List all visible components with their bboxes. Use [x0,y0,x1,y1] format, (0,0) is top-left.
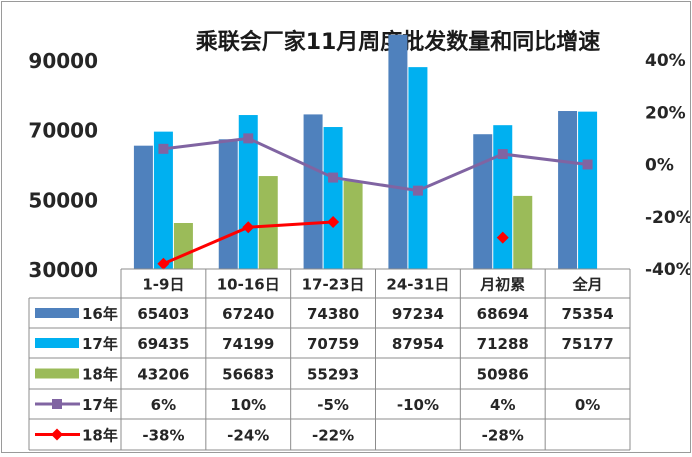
marker-17年-全月 [582,159,593,170]
table-cell-value: -28% [482,427,524,445]
marker-18年-17-23日 [327,215,340,228]
bar-17年-全月 [578,111,598,269]
series-label: 18年 [82,366,118,384]
table-cell-value: 70759 [307,335,359,353]
table-cell-value: 55293 [307,366,359,384]
table-cell-value: 74199 [222,335,274,353]
bar-16年-月初累 [473,134,493,269]
marker-18年-月初累 [496,231,509,244]
lines-layer [157,133,593,270]
table-cell-value: 65403 [137,305,189,323]
table-cell-value: 4% [490,396,515,414]
marker-18年-10-16日 [242,221,255,234]
marker-17年-1-9日 [158,143,169,154]
table-cell-value: 75354 [561,305,613,323]
table-cell-value: 71288 [477,335,529,353]
table-cell-value: 97234 [392,305,444,323]
marker-17年-10-16日 [243,133,254,144]
legend-key-16年 [35,308,79,318]
table-cell-value: 68694 [477,305,529,323]
bar-17年-24-31日 [408,67,428,270]
bar-16年-全月 [558,111,578,269]
table-cell-value: -38% [142,427,184,445]
left-axis-tick: 30000 [28,258,98,282]
table-cell-value: 10% [230,396,266,414]
table-cell-value: 69435 [137,335,189,353]
bar-17年-1-9日 [153,131,173,269]
category-label: 24-31日 [386,276,449,294]
legend-key-marker [52,399,62,409]
right-axis-tick: 0% [645,156,674,176]
category-label: 10-16日 [217,276,280,294]
series-label: 17年 [82,335,118,353]
table-cell-value: 75177 [561,335,613,353]
table-cell-value: -22% [312,427,354,445]
chart-canvas: 乘联会厂家11月周度批发数量和同比增速 90000700005000030000… [28,29,692,451]
bars-layer [133,34,598,270]
right-axis-tick: -20% [645,208,690,228]
category-label: 17-23日 [302,276,365,294]
series-label: 17年 [82,396,118,414]
right-axis-tick: -40% [645,260,690,280]
left-axis-tick: 90000 [28,49,98,73]
right-axis-tick: 20% [645,103,686,123]
marker-17年-17-23日 [328,172,339,183]
legend-key-18年 [35,368,79,379]
bar-18年-1-9日 [173,222,193,269]
bar-18年-月初累 [513,195,533,269]
bar-16年-10-16日 [218,139,238,269]
marker-17年-月初累 [497,149,508,160]
legend-key-17年 [35,338,79,348]
bar-18年-17-23日 [343,180,363,269]
left-axis-tick: 70000 [28,119,98,143]
bar-17年-17-23日 [323,127,343,269]
bar-16年-24-31日 [388,34,408,269]
right-axis-tick: 40% [645,51,686,71]
category-label: 全月 [572,276,603,294]
category-label: 月初累 [479,276,525,294]
series-label: 16年 [82,305,118,323]
bar-16年-17-23日 [303,114,323,269]
legend-key-marker [51,428,63,441]
series-label: 18年 [82,427,118,445]
table-cell-value: 56683 [222,366,274,384]
line-17年 [163,136,588,193]
table-cell-value: 0% [575,396,600,414]
table-cell-value: 67240 [222,305,274,323]
table-cell-value: -24% [227,427,269,445]
table-cell-value: 50986 [477,366,529,384]
data-table: 1-9日 10-16日 17-23日 24-31日 月初累 全月 16年 65403 67240… [28,268,631,451]
table-cell-value: -5% [317,396,349,414]
left-axis-tick: 50000 [28,188,98,212]
table-cell-value: 74380 [307,305,359,323]
bar-16年-1-9日 [133,145,153,269]
axes-layer: 90000 70000 50000 30000 40% 20% 0% -20% -40% [28,49,692,282]
bar-17年-月初累 [493,125,513,269]
table-cell-value: 43206 [137,366,189,384]
table-cell-value: -10% [397,396,439,414]
bar-18年-10-16日 [258,176,278,269]
table-cell-value: 87954 [392,335,444,353]
category-label: 1-9日 [142,276,184,294]
table-cell-value: 6% [151,396,176,414]
marker-18年-1-9日 [157,257,170,270]
marker-17年-24-31日 [412,185,423,196]
